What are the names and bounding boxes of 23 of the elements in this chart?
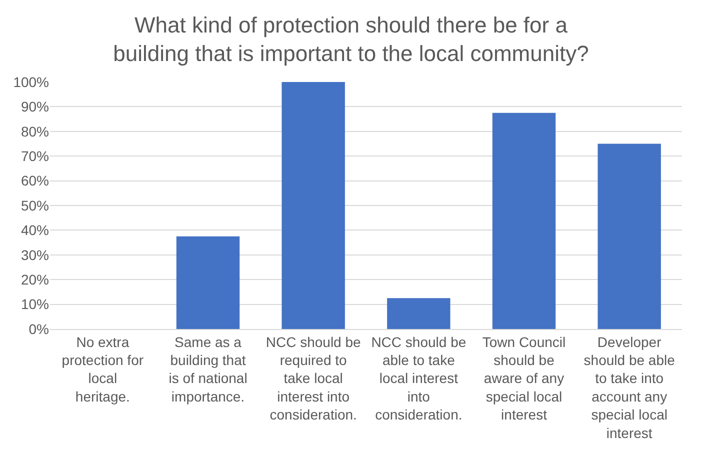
- y-tick-label: 10%: [20, 296, 49, 312]
- x-tick-label: No extra protection for local heritage.: [62, 334, 144, 404]
- bar: [598, 144, 661, 329]
- x-tick-label: Town Council should be aware of any special local interest: [482, 334, 566, 423]
- bar: [176, 236, 240, 329]
- y-tick-label: 60%: [20, 172, 49, 189]
- y-tick-label: 20%: [20, 272, 49, 288]
- x-tick-label: Developer should be able to take into account any special local interest: [584, 334, 676, 441]
- x-tick-label: Same as a building that is of national importance.: [168, 334, 248, 404]
- y-tick-label: 30%: [20, 246, 49, 263]
- y-tick-label: 70%: [20, 148, 49, 164]
- bar: [282, 82, 345, 329]
- x-tick-label: NCC should be able to take local interest into consideration.: [371, 334, 466, 423]
- y-tick-label: 80%: [20, 123, 49, 140]
- y-tick-label: 90%: [20, 98, 49, 115]
- y-tick-label: 100%: [13, 74, 49, 90]
- y-tick-label: 50%: [20, 197, 49, 214]
- y-tick-label: 0%: [28, 320, 49, 337]
- y-tick-label: 40%: [20, 222, 49, 238]
- bar: [492, 112, 556, 329]
- x-tick-label: NCC should be required to take local interest into consideration.: [266, 334, 362, 423]
- bar: [387, 298, 450, 329]
- chart-title: What kind of protection should there be for a building that is important to the local community?: [113, 12, 589, 66]
